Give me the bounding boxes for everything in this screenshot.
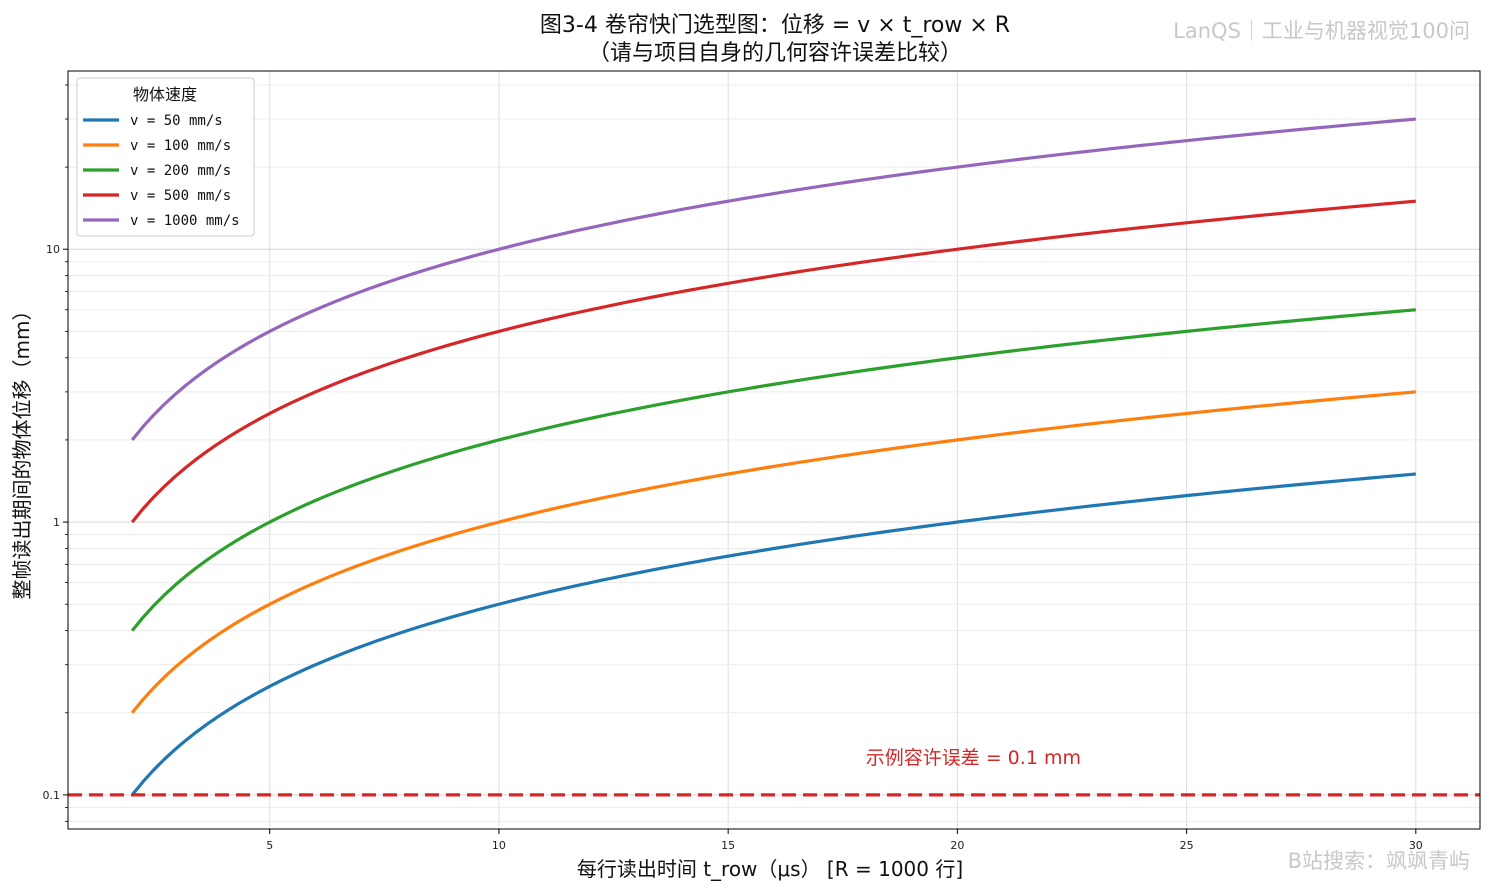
series-line xyxy=(130,199,1416,524)
watermark-top: LanQS｜工业与机器视觉100问 xyxy=(1173,19,1470,43)
chart-title: 图3-4 卷帘快门选型图：位移 = v × t_row × R xyxy=(540,13,1010,38)
legend-title: 物体速度 xyxy=(133,85,197,104)
series-layer xyxy=(68,117,1480,797)
legend-box xyxy=(76,77,255,237)
series-line xyxy=(130,472,1416,796)
series-line xyxy=(130,308,1416,632)
axis-ticks: 5 10 15 20 25 30 0.1 1 10 xyxy=(43,84,1423,852)
x-tick-label: 25 xyxy=(1180,839,1194,852)
x-axis-label: 每行读出时间 t_row（μs） [R = 1000 行] xyxy=(577,857,963,881)
series-line xyxy=(130,390,1416,714)
x-tick-label: 30 xyxy=(1409,839,1423,852)
legend-item-label: v = 1000 mm/s xyxy=(130,213,240,229)
legend: 物体速度 v = 50 mm/s v = 100 mm/s v = 200 mm/s… xyxy=(76,77,255,237)
grid-lines xyxy=(68,71,1480,829)
y-tick-label: 1 xyxy=(53,516,60,529)
legend-item-label: v = 200 mm/s xyxy=(130,163,231,179)
x-tick-label: 15 xyxy=(721,839,735,852)
y-axis-label: 整帧读出期间的物体位移（mm） xyxy=(10,301,34,600)
tolerance-label: 示例容许误差 = 0.1 mm xyxy=(866,747,1081,769)
legend-item-label: v = 50 mm/s xyxy=(130,113,223,129)
y-tick-label: 0.1 xyxy=(43,789,61,802)
legend-item-label: v = 500 mm/s xyxy=(130,188,231,204)
series-line xyxy=(130,117,1416,441)
x-tick-label: 5 xyxy=(266,839,273,852)
x-tick-label: 10 xyxy=(492,839,506,852)
plot-frame xyxy=(67,70,1481,830)
chart-subtitle: （请与项目自身的几何容许误差比较） xyxy=(588,41,962,66)
legend-item-label: v = 100 mm/s xyxy=(130,138,231,154)
y-tick-label: 10 xyxy=(46,243,60,256)
watermark-bottom: B站搜索：飒飒青屿 xyxy=(1288,849,1470,873)
x-tick-label: 20 xyxy=(950,839,964,852)
